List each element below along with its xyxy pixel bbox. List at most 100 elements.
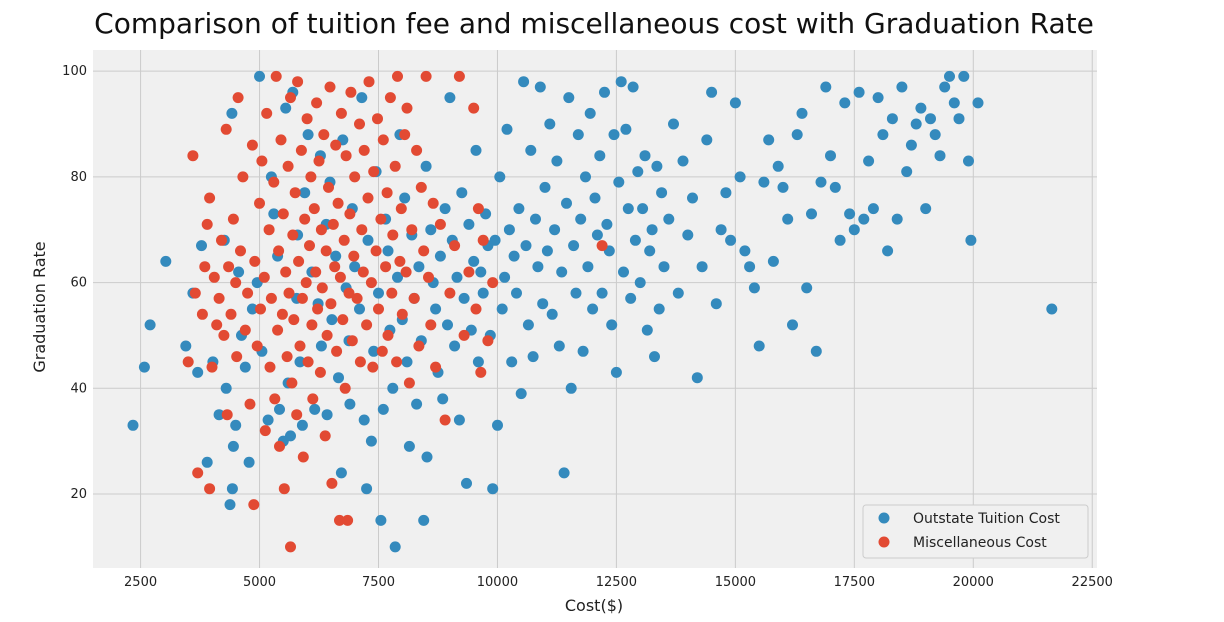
- scatter-point: [289, 187, 301, 199]
- scatter-point: [701, 134, 713, 146]
- scatter-point: [249, 255, 261, 267]
- scatter-point: [763, 134, 775, 146]
- scatter-point: [329, 261, 341, 273]
- scatter-point: [920, 203, 932, 215]
- scatter-point: [1046, 303, 1058, 315]
- scatter-point: [269, 393, 281, 405]
- scatter-point: [386, 287, 398, 299]
- scatter-point: [639, 150, 651, 162]
- scatter-point: [403, 377, 415, 389]
- scatter-point: [302, 129, 314, 141]
- scatter-point: [518, 76, 530, 88]
- scatter-point: [216, 234, 227, 246]
- scatter-point: [265, 292, 277, 304]
- scatter-point: [641, 324, 653, 336]
- scatter-point: [300, 277, 312, 289]
- scatter-point: [160, 255, 172, 267]
- scatter-point: [944, 70, 955, 82]
- scatter-point: [844, 208, 856, 220]
- scatter-point: [365, 435, 377, 447]
- scatter-point: [382, 329, 394, 341]
- scatter-point: [348, 250, 360, 262]
- scatter-point: [584, 107, 596, 119]
- scatter-point: [882, 245, 894, 257]
- scatter-point: [568, 240, 580, 252]
- scatter-point: [434, 218, 446, 230]
- scatter-point: [753, 340, 765, 352]
- scatter-point: [430, 303, 442, 315]
- scatter-point: [427, 197, 439, 209]
- scatter-point: [356, 92, 368, 104]
- scatter-point: [620, 123, 632, 135]
- scatter-point: [375, 514, 387, 526]
- scatter-point: [189, 287, 201, 299]
- scatter-point: [901, 166, 913, 178]
- scatter-point: [330, 139, 342, 151]
- scatter-point: [610, 366, 622, 378]
- scatter-point: [513, 203, 525, 215]
- scatter-point: [415, 181, 427, 193]
- scatter-point: [358, 144, 370, 156]
- scatter-point: [589, 192, 601, 204]
- scatter-point: [377, 403, 389, 415]
- scatter-point: [677, 155, 689, 167]
- scatter-point: [423, 271, 434, 283]
- scatter-point: [580, 171, 591, 183]
- scatter-point: [767, 255, 779, 267]
- scatter-point: [596, 240, 608, 252]
- scatter-point: [777, 181, 789, 193]
- scatter-point: [453, 70, 465, 82]
- scatter-point: [965, 234, 977, 246]
- scatter-point: [334, 514, 345, 526]
- scatter-point: [522, 319, 534, 331]
- series-outstate-tuition: [127, 70, 1058, 553]
- scatter-point: [292, 76, 304, 88]
- scatter-point: [196, 240, 207, 252]
- scatter-point: [444, 287, 456, 299]
- scatter-point: [953, 113, 965, 125]
- scatter-point: [475, 266, 487, 278]
- scatter-point: [354, 356, 366, 368]
- scatter-point: [958, 70, 970, 82]
- scatter-point: [343, 287, 355, 299]
- scatter-point: [492, 419, 503, 431]
- scatter-point: [363, 76, 375, 88]
- scatter-point: [534, 81, 546, 93]
- scatter-point: [304, 240, 315, 252]
- scatter-point: [525, 144, 537, 156]
- scatter-point: [549, 224, 561, 236]
- scatter-point: [299, 213, 311, 225]
- scatter-point: [615, 76, 627, 88]
- scatter-point: [316, 282, 328, 294]
- scatter-point: [487, 277, 499, 289]
- scatter-point: [331, 345, 343, 357]
- scatter-point: [227, 440, 239, 452]
- legend-marker-outstate: [878, 512, 890, 524]
- scatter-point: [399, 129, 411, 141]
- scatter-point: [506, 356, 518, 368]
- scatter-point: [468, 102, 480, 114]
- scatter-point: [367, 361, 379, 373]
- scatter-point: [311, 97, 323, 109]
- scatter-point: [361, 319, 373, 331]
- scatter-point: [192, 467, 204, 479]
- scatter-point: [863, 155, 875, 167]
- x-tick-labels: 2500 5000 7500 10000 12500 15000 17500 20000 225…: [124, 575, 1113, 590]
- scatter-point: [282, 160, 294, 172]
- scatter-point: [223, 261, 235, 273]
- scatter-point: [248, 499, 260, 511]
- scatter-point: [370, 245, 382, 257]
- scatter-point: [213, 292, 225, 304]
- scatter-point: [226, 483, 238, 495]
- scatter-point: [255, 303, 266, 315]
- scatter-point: [365, 277, 377, 289]
- scatter-point: [288, 314, 300, 326]
- scatter-point: [520, 240, 532, 252]
- scatter-point: [511, 287, 522, 299]
- scatter-point: [319, 430, 331, 442]
- scatter-point: [458, 329, 470, 341]
- scatter-point: [293, 255, 305, 267]
- scatter-point: [541, 245, 553, 257]
- scatter-point: [220, 123, 232, 135]
- scatter-point: [656, 187, 668, 199]
